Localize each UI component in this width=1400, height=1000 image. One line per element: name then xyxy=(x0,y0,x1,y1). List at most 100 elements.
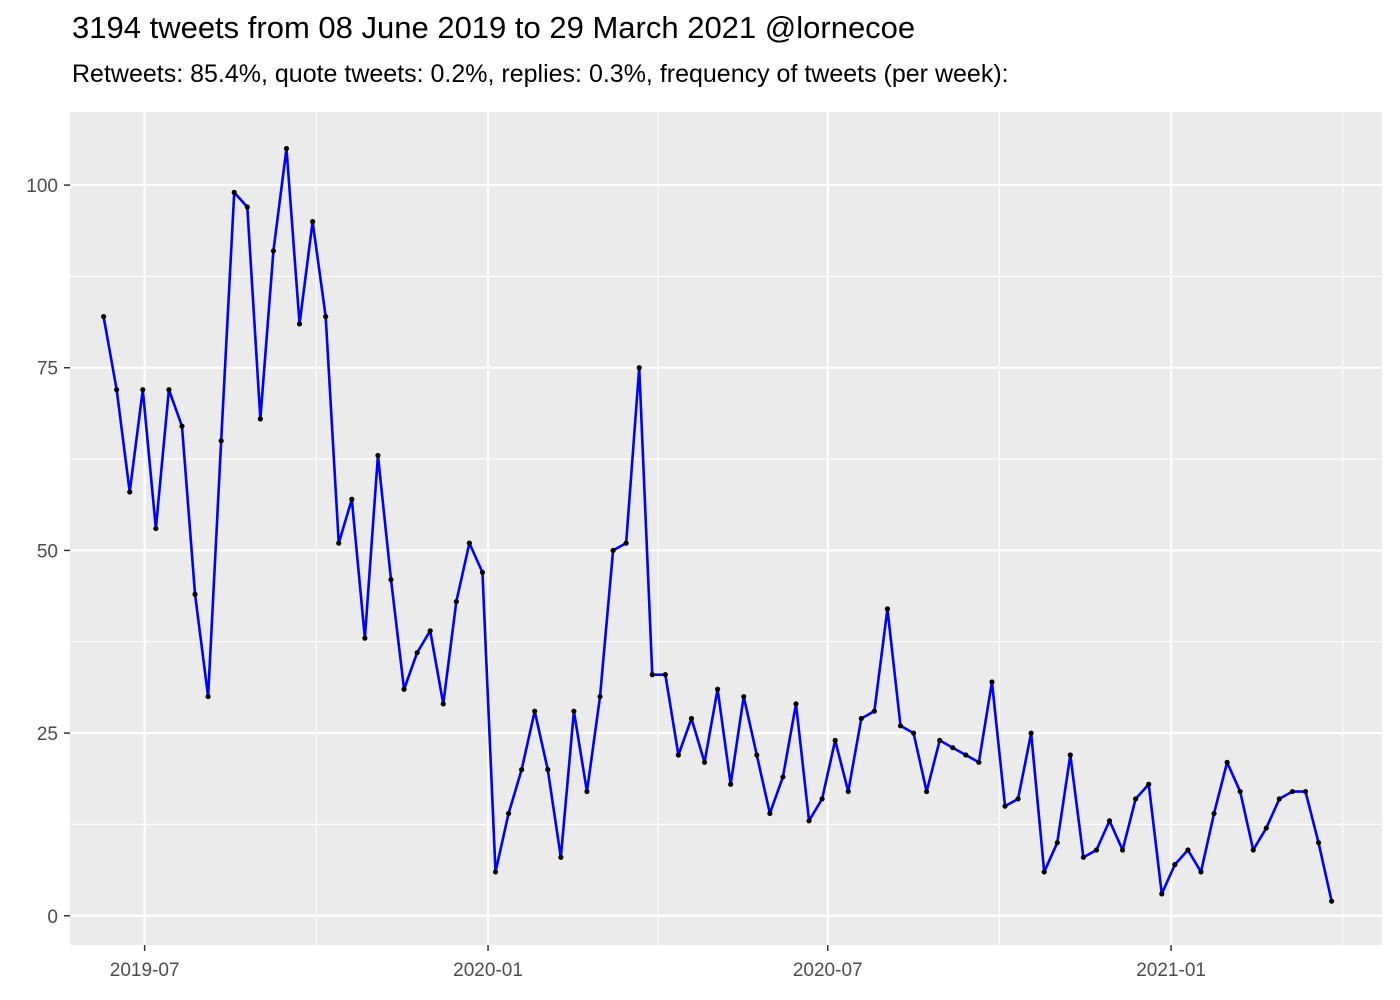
data-point xyxy=(910,730,917,736)
data-point xyxy=(1211,810,1217,817)
data-point xyxy=(179,423,185,429)
data-point xyxy=(492,869,499,875)
data-point xyxy=(1302,788,1309,795)
data-point xyxy=(728,781,734,787)
data-point xyxy=(1146,781,1152,787)
data-point xyxy=(218,438,224,444)
data-point xyxy=(1237,788,1243,795)
data-point xyxy=(349,496,355,502)
data-point xyxy=(597,693,603,700)
y-tick-label: 50 xyxy=(37,541,58,562)
data-point xyxy=(571,708,577,714)
x-tick-label: 2020-07 xyxy=(793,960,863,981)
y-tick-label: 100 xyxy=(26,176,58,197)
data-point xyxy=(832,737,838,744)
data-point xyxy=(166,387,172,393)
y-tick-label: 75 xyxy=(37,359,58,380)
data-point xyxy=(688,715,695,722)
data-point xyxy=(1015,796,1021,802)
data-point xyxy=(362,635,368,641)
data-point xyxy=(924,788,930,795)
data-point xyxy=(388,577,394,583)
data-point xyxy=(140,387,146,393)
data-point xyxy=(310,219,316,225)
data-point xyxy=(1080,854,1086,860)
data-point xyxy=(1041,869,1047,875)
data-point xyxy=(780,774,786,780)
data-point xyxy=(623,540,629,546)
data-point xyxy=(871,708,877,714)
data-point xyxy=(1159,891,1165,897)
data-point xyxy=(505,810,512,817)
data-point xyxy=(963,752,969,758)
data-point xyxy=(1289,788,1296,795)
data-point xyxy=(715,686,721,692)
data-point xyxy=(296,321,303,327)
data-point xyxy=(1119,847,1126,853)
data-point xyxy=(897,723,904,729)
data-point xyxy=(545,767,551,773)
data-point xyxy=(1093,847,1100,853)
y-tick-label: 25 xyxy=(37,724,58,745)
data-point xyxy=(519,767,525,773)
data-point xyxy=(375,452,381,459)
data-point xyxy=(100,313,107,320)
data-point xyxy=(453,598,459,605)
data-point xyxy=(1002,803,1008,809)
data-point xyxy=(1028,730,1034,736)
x-tick-label: 2019-07 xyxy=(110,960,180,981)
data-point xyxy=(192,591,198,597)
x-tick-label: 2021-01 xyxy=(1136,960,1206,981)
data-point xyxy=(806,818,812,824)
data-point xyxy=(1133,796,1139,802)
data-point xyxy=(1185,847,1191,853)
data-point xyxy=(819,796,825,802)
data-point xyxy=(336,540,342,546)
data-point xyxy=(257,416,263,422)
data-point xyxy=(1250,847,1256,853)
data-point xyxy=(1054,840,1060,846)
data-point xyxy=(1106,818,1113,824)
data-point xyxy=(414,650,420,656)
data-point xyxy=(1172,862,1178,868)
data-point xyxy=(649,672,655,678)
data-point xyxy=(584,788,590,795)
data-point xyxy=(1198,869,1204,875)
chart-title: 3194 tweets from 08 June 2019 to 29 Marc… xyxy=(72,10,916,45)
data-point xyxy=(323,313,329,320)
data-point xyxy=(675,752,682,758)
data-point xyxy=(283,145,290,152)
plot-panel xyxy=(70,112,1382,945)
data-point xyxy=(1276,796,1282,802)
data-point xyxy=(701,759,708,765)
data-point xyxy=(1315,840,1322,846)
data-point xyxy=(127,489,133,495)
data-point xyxy=(976,759,982,765)
data-point xyxy=(845,788,851,795)
data-point xyxy=(153,525,159,532)
data-point xyxy=(270,248,277,254)
data-point xyxy=(1329,898,1335,904)
data-point xyxy=(989,679,995,685)
data-point xyxy=(858,715,864,722)
data-point xyxy=(466,540,472,546)
data-point xyxy=(884,606,891,612)
data-point xyxy=(114,387,120,393)
y-tick-label: 0 xyxy=(47,907,58,928)
data-point xyxy=(741,693,747,700)
data-point xyxy=(610,547,616,554)
data-point xyxy=(636,365,642,371)
chart-subtitle: Retweets: 85.4%, quote tweets: 0.2%, rep… xyxy=(72,60,1009,88)
data-point xyxy=(440,701,446,707)
data-point xyxy=(1224,759,1230,765)
data-point xyxy=(532,708,538,714)
x-tick-label: 2020-01 xyxy=(453,960,523,981)
data-point xyxy=(1263,825,1269,831)
data-point xyxy=(427,628,433,634)
data-point xyxy=(767,810,773,817)
data-point xyxy=(793,701,799,707)
data-point xyxy=(231,189,237,195)
data-point xyxy=(1067,752,1073,758)
data-point xyxy=(401,686,407,692)
